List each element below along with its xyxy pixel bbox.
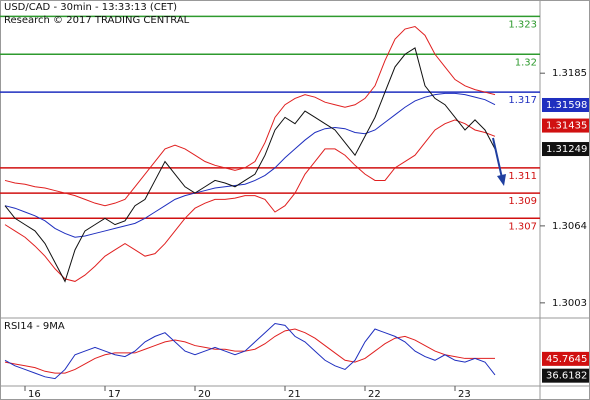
x-tick-label: 21 (288, 389, 301, 400)
x-tick-label: 22 (368, 389, 381, 400)
forecast-arrow (492, 137, 506, 186)
series-line (4, 322, 496, 380)
price-tag (542, 118, 589, 133)
series-line (4, 25, 496, 207)
price-tag-label: 1.31598 (546, 100, 587, 111)
series-line (4, 92, 496, 238)
y-tick-label: 1.3003 (552, 298, 587, 309)
x-tick-label: 17 (108, 389, 121, 400)
price-tag-label: 1.31249 (546, 144, 587, 155)
level-label: 1.307 (508, 221, 537, 232)
x-tick-label: 16 (28, 389, 41, 400)
plot-layer (0, 15, 540, 380)
price-tag-label: 1.31435 (546, 121, 587, 132)
chart-subtitle: Research © 2017 TRADING CENTRAL (4, 15, 190, 26)
price-tag-label: 36.6182 (546, 371, 587, 382)
price-tag (542, 97, 589, 112)
level-label: 1.32 (515, 57, 537, 68)
price-tag (542, 368, 589, 383)
x-tick-label: 23 (458, 389, 471, 400)
rsi-title: RSI14 - 9MA (4, 321, 65, 332)
level-label: 1.311 (508, 171, 537, 182)
x-tick-label: 20 (198, 389, 211, 400)
y-tick-label: 1.3185 (552, 68, 587, 79)
level-label: 1.323 (508, 19, 537, 30)
price-tag (542, 351, 589, 366)
price-tag-label: 45.7645 (546, 354, 587, 365)
level-label: 1.317 (508, 95, 537, 106)
level-label: 1.309 (508, 196, 537, 207)
series-line (4, 119, 496, 282)
series-line (4, 328, 495, 374)
y-tick-label: 1.3064 (552, 221, 587, 232)
price-tag (542, 142, 589, 157)
series-line (4, 47, 496, 283)
chart-title: USD/CAD - 30min - 13:33:13 (CET) (4, 2, 177, 13)
